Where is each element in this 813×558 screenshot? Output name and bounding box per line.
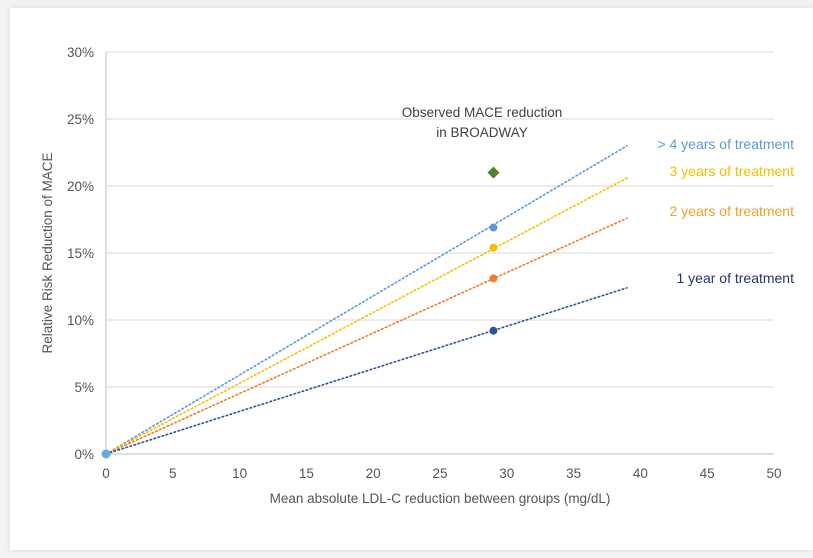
y-tick-label: 5%: [74, 380, 94, 395]
series-label-4: 1 year of treatment: [676, 270, 794, 286]
x-axis-title: Mean absolute LDL-C reduction between gr…: [270, 491, 611, 506]
observed-label-line2: in BROADWAY: [436, 125, 528, 140]
series-line-4: [105, 287, 628, 455]
observed-mace-marker: [487, 166, 500, 179]
series-marker-2: [489, 243, 498, 252]
series-line-1: [105, 145, 628, 455]
x-tick-label: 5: [169, 466, 177, 481]
tick-labels: 0% 5% 10% 15% 20% 25% 30% 0 5 10 15 20 25 30 35 40 45 50: [67, 45, 782, 481]
series-lines: [105, 145, 628, 455]
series-line-2: [105, 177, 628, 455]
y-axis-title: Relative Risk Reduction of MACE: [40, 152, 55, 353]
series-label-3: 2 years of treatment: [669, 203, 794, 219]
y-tick-label: 0%: [74, 447, 94, 462]
x-tick-label: 0: [102, 466, 110, 481]
chart-card: 0% 5% 10% 15% 20% 25% 30% 0 5 10 15 20 25 30 35 40 45 50 …: [10, 8, 813, 550]
series-label-1: > 4 years of treatment: [657, 136, 794, 152]
x-tick-label: 30: [499, 466, 514, 481]
series-label-2: 3 years of treatment: [669, 163, 794, 179]
series-marker-3: [489, 274, 498, 283]
x-tick-label: 15: [299, 466, 314, 481]
series-marker-1: [489, 223, 498, 232]
x-tick-label: 35: [566, 466, 581, 481]
gridlines: [106, 51, 774, 388]
x-tick-label: 20: [366, 466, 381, 481]
series-markers: [101, 166, 500, 459]
observed-label-line1: Observed MACE reduction: [402, 105, 563, 120]
y-tick-label: 20%: [67, 179, 94, 194]
x-tick-label: 25: [432, 466, 447, 481]
x-tick-label: 50: [766, 466, 781, 481]
series-marker-4: [489, 326, 498, 335]
x-tick-label: 10: [232, 466, 247, 481]
y-tick-label: 15%: [67, 246, 94, 261]
y-tick-label: 10%: [67, 313, 94, 328]
series-line-3: [105, 217, 628, 455]
x-tick-label: 45: [700, 466, 715, 481]
y-tick-label: 30%: [67, 45, 94, 60]
x-tick-label: 40: [633, 466, 648, 481]
axes: [105, 52, 774, 455]
series-labels: > 4 years of treatment 3 years of treatme…: [657, 136, 794, 286]
y-tick-label: 25%: [67, 112, 94, 127]
origin-marker: [101, 449, 111, 459]
